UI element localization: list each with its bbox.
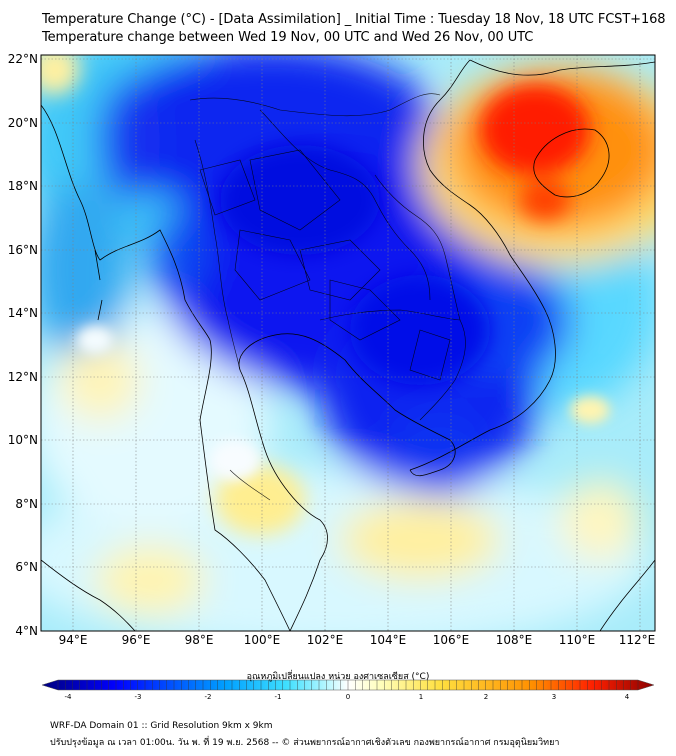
field-yellow-south2 — [95, 545, 205, 615]
border-china — [189, 93, 441, 117]
colorbar-label-3: 3 — [551, 693, 557, 701]
lat-tick-16: 16°N — [7, 243, 38, 257]
colorbar-label-2: 2 — [483, 693, 489, 701]
colorbar-label-minus2: -2 — [204, 693, 212, 701]
field-yellow-gulf — [215, 465, 305, 535]
lon-tick-104: 104°E — [369, 633, 407, 647]
country-borders — [189, 93, 466, 501]
colorbar-label-minus3: -3 — [134, 693, 142, 701]
graticule — [41, 55, 655, 631]
colorbar-label-minus1: -1 — [274, 693, 282, 701]
colorbar-label-zero: 0 — [345, 693, 351, 701]
border-myanmar-thailand — [194, 139, 241, 371]
border-malaysia — [229, 469, 271, 501]
lat-tick-8: 8°N — [15, 497, 38, 511]
field-yellow-south1 — [340, 500, 500, 580]
field-white-spot2 — [210, 440, 260, 480]
colorbar-label-1: 1 — [418, 693, 424, 701]
lat-tick-20: 20°N — [7, 116, 38, 130]
provincial-lines-1 — [234, 149, 381, 301]
south-china-coast — [469, 59, 655, 76]
lon-tick-106: 106°E — [432, 633, 470, 647]
footer-model-info: WRF-DA Domain 01 :: Grid Resolution 9km … — [50, 721, 273, 731]
lat-tick-14: 14°N — [7, 306, 38, 320]
map-title: Temperature Change (°C) - [Data Assimila… — [42, 12, 666, 27]
border-cambodia — [319, 309, 466, 421]
sumatra-coast — [41, 559, 136, 631]
colorbar-label-minus4: -4 — [64, 693, 72, 701]
hainan-island — [533, 128, 610, 198]
field-red-core — [480, 85, 590, 175]
provincial-lines-2 — [199, 159, 451, 381]
colorbar-tick-marks — [57, 680, 639, 690]
field-yellow-corner — [41, 55, 80, 95]
lon-tick-108: 108°E — [495, 633, 533, 647]
lon-tick-110: 110°E — [558, 633, 596, 647]
lat-tick-22: 22°N — [7, 52, 38, 66]
footer-credit: ปรับปรุงข้อมูล ณ เวลา 01:00น. วัน พ. ที่… — [50, 738, 560, 748]
lon-tick-98: 98°E — [184, 633, 214, 647]
mainland-coastline-west — [41, 104, 291, 631]
field-blue-northwest — [100, 80, 160, 200]
lon-tick-96: 96°E — [121, 633, 151, 647]
lat-tick-6: 6°N — [15, 560, 38, 574]
map-frame — [40, 54, 656, 632]
border-laos-vietnam — [374, 174, 461, 321]
field-blue-west — [150, 215, 210, 295]
andaman-islands — [94, 249, 103, 321]
field-yellow-southeast — [560, 480, 640, 560]
lon-tick-112: 112°E — [618, 633, 656, 647]
map-subtitle: Temperature change between Wed 19 Nov, 0… — [42, 30, 534, 45]
lat-tick-4: 4°N — [15, 624, 38, 638]
lat-tick-18: 18°N — [7, 179, 38, 193]
lon-tick-100: 100°E — [243, 633, 281, 647]
gulf-coastline — [238, 333, 456, 631]
field-blue-southeast — [385, 405, 495, 495]
colorbar-label-4: 4 — [624, 693, 630, 701]
field-red-south — [520, 180, 570, 220]
temperature-field — [41, 55, 655, 631]
borneo-coast — [599, 559, 655, 631]
colorbar-title: อุณหภูมิเปลี่ยนแปลง หน่วย องศาเซลเซียส (… — [246, 672, 430, 682]
lat-tick-10: 10°N — [7, 433, 38, 447]
field-cyan-west — [41, 180, 130, 360]
lat-tick-12: 12°N — [7, 370, 38, 384]
lon-tick-94: 94°E — [58, 633, 88, 647]
field-yellow-spot1 — [570, 396, 610, 424]
vietnam-coastline — [409, 59, 556, 471]
field-yellow-west — [60, 340, 140, 420]
field-white-spot1 — [77, 326, 113, 354]
colorbar — [41, 679, 655, 691]
lon-tick-102: 102°E — [306, 633, 344, 647]
coastlines — [41, 59, 655, 631]
field-darkblue-center — [220, 145, 380, 255]
